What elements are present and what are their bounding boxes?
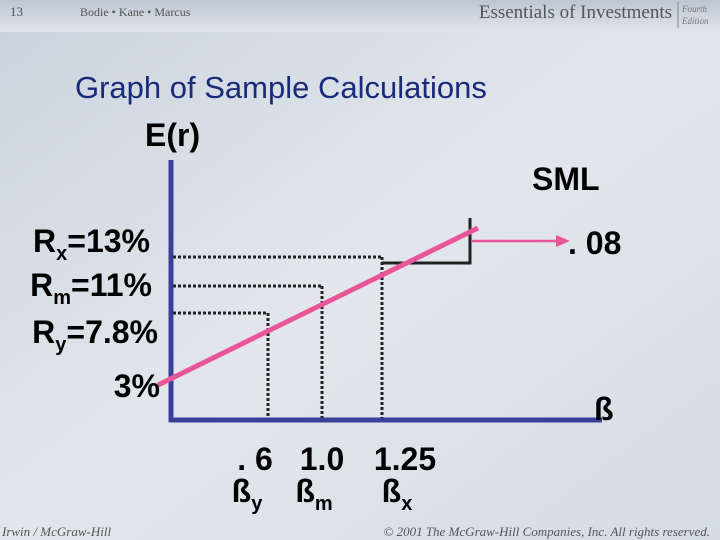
slope-annotation: . 08 bbox=[568, 225, 621, 261]
base: ß bbox=[232, 473, 252, 509]
base: R bbox=[30, 267, 53, 303]
publisher: Irwin / McGraw-Hill bbox=[1, 524, 111, 539]
subscript: m bbox=[53, 287, 71, 309]
label: 3% bbox=[114, 368, 160, 404]
subscript: m bbox=[315, 493, 333, 515]
base: ß bbox=[382, 473, 402, 509]
x-axis-label: ß bbox=[594, 391, 614, 427]
beta-value: . 6 bbox=[237, 441, 273, 477]
book-title: Essentials of Investments bbox=[479, 2, 672, 23]
label: ßx bbox=[382, 473, 413, 515]
copyright: © 2001 The McGraw-Hill Companies, Inc. A… bbox=[383, 524, 710, 539]
arrow-head bbox=[556, 235, 570, 247]
sml-line bbox=[156, 225, 480, 388]
rest: =11% bbox=[71, 267, 152, 303]
base: R bbox=[32, 314, 55, 350]
label: Rx=13% bbox=[33, 223, 150, 265]
rest: =7.8% bbox=[66, 314, 158, 350]
subscript: y bbox=[55, 334, 67, 356]
rest: =13% bbox=[67, 223, 150, 259]
label: ßy bbox=[232, 473, 264, 515]
subscript: x bbox=[56, 243, 67, 265]
label: ßm bbox=[295, 473, 332, 515]
base: R bbox=[33, 223, 56, 259]
slide-number: 13 bbox=[10, 4, 23, 19]
base: ß bbox=[295, 473, 315, 509]
beta-value: 1.25 bbox=[374, 441, 436, 477]
subscript: x bbox=[401, 493, 412, 515]
slide-title: Graph of Sample Calculations bbox=[75, 70, 487, 105]
label: Rm=11% bbox=[30, 267, 152, 309]
subscript: y bbox=[251, 493, 263, 515]
beta-value: 1.0 bbox=[300, 441, 344, 477]
edition: Edition bbox=[681, 16, 709, 26]
authors: Bodie • Kane • Marcus bbox=[80, 5, 191, 19]
edition: Fourth bbox=[681, 4, 708, 14]
y-axis-label: E(r) bbox=[145, 117, 200, 153]
line-label: SML bbox=[532, 161, 600, 197]
base: 3% bbox=[114, 368, 160, 404]
label: Ry=7.8% bbox=[32, 314, 158, 356]
header-band bbox=[0, 0, 720, 32]
